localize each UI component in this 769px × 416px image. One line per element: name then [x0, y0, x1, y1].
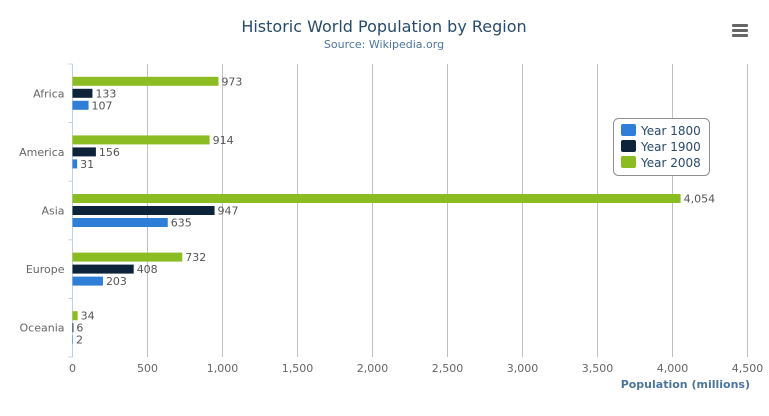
data-label: 732	[185, 251, 206, 264]
bar-year-1900[interactable]	[72, 88, 93, 98]
data-label: 156	[99, 146, 120, 159]
data-label: 34	[81, 310, 95, 323]
category-label: Asia	[41, 205, 64, 218]
bar-year-2008[interactable]	[72, 194, 681, 203]
legend-label: Year 1900	[640, 140, 701, 154]
value-tick-label: 4,500	[732, 362, 764, 375]
legend-item[interactable]: Year 1900	[621, 140, 701, 154]
hamburger-menu-icon[interactable]	[728, 22, 752, 42]
bar-year-1900[interactable]	[72, 264, 134, 274]
bar-year-1900[interactable]	[72, 323, 74, 333]
data-label: 107	[92, 99, 113, 112]
value-tick-label: 0	[69, 362, 76, 375]
bar-year-1800[interactable]	[72, 159, 78, 169]
value-tick-label: 1,500	[282, 362, 314, 375]
value-tick-label: 1,000	[207, 362, 239, 375]
legend: Year 1800 Year 1900 Year 2008	[613, 118, 710, 176]
legend-item[interactable]: Year 2008	[621, 156, 701, 170]
category-label: America	[19, 146, 64, 159]
value-tick-label: 500	[137, 362, 158, 375]
data-label: 133	[95, 87, 116, 100]
data-label: 6	[76, 322, 83, 335]
bar-year-2008[interactable]	[72, 76, 219, 86]
bar-year-2008[interactable]	[72, 252, 183, 262]
value-axis-title: Population (millions)	[621, 378, 750, 391]
data-label: 203	[106, 275, 127, 288]
data-label: 31	[80, 158, 94, 171]
data-label: 635	[171, 217, 192, 230]
legend-box	[613, 118, 710, 176]
legend-item[interactable]: Year 1800	[621, 124, 701, 138]
data-label: 2	[76, 334, 83, 347]
legend-swatch	[621, 156, 636, 168]
bar-year-1800[interactable]	[72, 335, 74, 345]
bar-year-1800[interactable]	[72, 276, 103, 286]
data-label: 408	[137, 263, 158, 276]
legend-swatch	[621, 124, 636, 136]
value-tick-label: 3,500	[582, 362, 614, 375]
bar-year-1900[interactable]	[72, 147, 96, 157]
legend-label: Year 1800	[640, 124, 701, 138]
value-tick-label: 2,500	[432, 362, 464, 375]
category-label: Europe	[26, 263, 65, 276]
bar-year-1800[interactable]	[72, 100, 89, 110]
chart-subtitle: Source: Wikipedia.org	[324, 38, 444, 51]
bar-year-1900[interactable]	[72, 206, 215, 215]
chart-title: Historic World Population by Region	[241, 17, 526, 36]
bar-year-1800[interactable]	[72, 218, 168, 227]
legend-label: Year 2008	[640, 156, 701, 170]
data-label: 914	[213, 134, 234, 147]
data-label: 947	[218, 205, 239, 218]
category-label: Africa	[33, 87, 64, 100]
data-label: 973	[221, 75, 242, 88]
legend-swatch	[621, 140, 636, 152]
value-tick-label: 3,000	[507, 362, 539, 375]
category-label: Oceania	[20, 322, 65, 335]
data-label: 4,054	[684, 193, 716, 206]
bar-year-2008[interactable]	[72, 311, 78, 321]
value-tick-label: 4,000	[657, 362, 689, 375]
bar-year-2008[interactable]	[72, 135, 210, 145]
value-tick-label: 2,000	[357, 362, 389, 375]
